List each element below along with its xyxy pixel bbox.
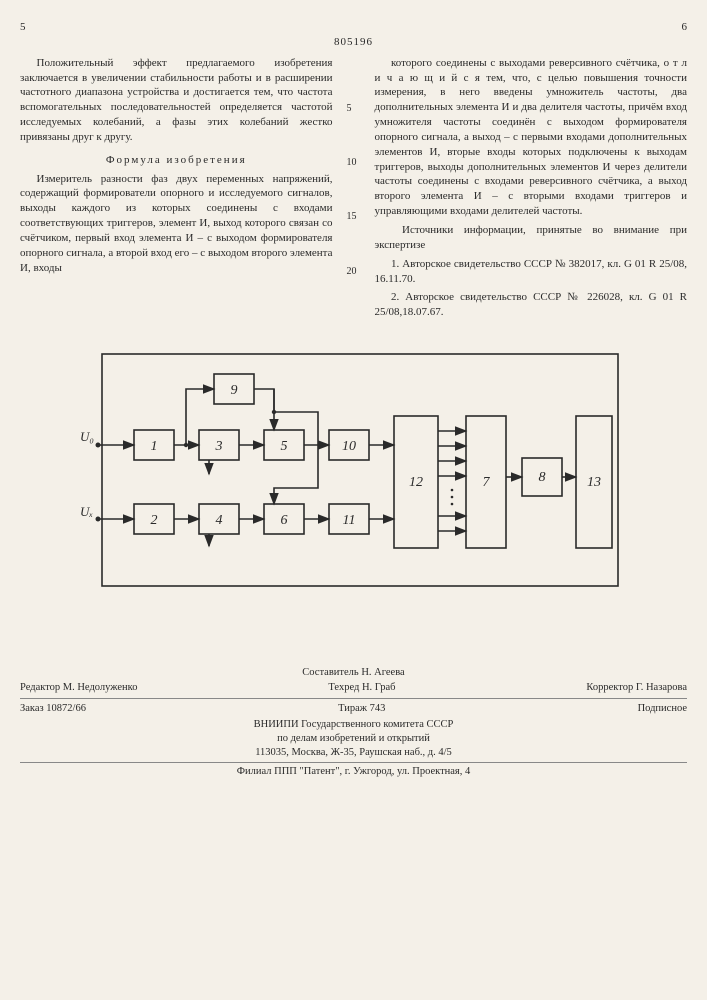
imprint-footer: Составитель Н. Агеева Редактор М. Недолу… [20, 666, 687, 779]
block-label: 10 [342, 439, 356, 454]
block-label: 9 [230, 383, 237, 398]
page-right: 6 [682, 20, 688, 35]
block-label: 6 [280, 513, 287, 528]
block-label: 2 [150, 513, 157, 528]
block-label: 1 [150, 439, 157, 454]
block-label: 5 [280, 439, 287, 454]
block-label: 7 [482, 475, 490, 490]
formula-title: Формула изобретения [20, 153, 333, 168]
branch: Филиал ППП "Патент", г. Ужгород, ул. Про… [20, 765, 687, 779]
editor: Редактор М. Недолуженко [20, 681, 137, 695]
subscription: Подписное [638, 702, 687, 716]
source-item: 1. Авторское свидетельство СССР № 382017… [375, 257, 688, 287]
line-num: 20 [347, 265, 357, 279]
block-label: 11 [342, 513, 355, 528]
document-number: 805196 [20, 35, 687, 50]
paragraph: Измеритель разности фаз двух переменных … [20, 172, 333, 276]
block-label: 12 [409, 475, 423, 490]
org-line: ВНИИПИ Государственного комитета СССР [20, 718, 687, 732]
address: 113035, Москва, Ж-35, Раушская наб., д. … [20, 746, 687, 760]
input-label: U₀ [80, 429, 94, 444]
org-line: по делам изобретений и открытий [20, 732, 687, 746]
line-num: 10 [347, 156, 357, 170]
left-column: Положительный эффект предлагаемого изобр… [20, 56, 333, 324]
order: Заказ 10872/66 [20, 702, 86, 716]
input-label: Uₓ [80, 504, 93, 519]
paragraph: которого соединены с выходами реверсивно… [375, 56, 688, 219]
block-diagram: 1 2 3 4 5 6 10 11 9 12 7 8 13 U₀ Uₓ [20, 346, 687, 606]
source-item: 2. Авторское свидетельство СССР № 226028… [375, 290, 688, 320]
line-num: 5 [347, 102, 352, 116]
page-numbers: 5 6 [20, 20, 687, 35]
paragraph: Положительный эффект предлагаемого изобр… [20, 56, 333, 145]
sources-title: Источники информации, принятые во вниман… [375, 223, 688, 253]
compiler: Составитель Н. Агеева [20, 666, 687, 680]
block-label: 4 [215, 513, 222, 528]
techred: Техред Н. Граб [328, 681, 395, 695]
block-label: 8 [538, 470, 545, 485]
block-label: 3 [214, 439, 222, 454]
line-number-gutter: 5 10 15 20 [347, 56, 361, 324]
corrector: Корректор Г. Назарова [586, 681, 687, 695]
page-left: 5 [20, 20, 26, 35]
line-num: 15 [347, 210, 357, 224]
block-label: 13 [587, 475, 601, 490]
tirage: Тираж 743 [338, 702, 385, 716]
right-column: которого соединены с выходами реверсивно… [375, 56, 688, 324]
text-columns: Положительный эффект предлагаемого изобр… [20, 56, 687, 324]
